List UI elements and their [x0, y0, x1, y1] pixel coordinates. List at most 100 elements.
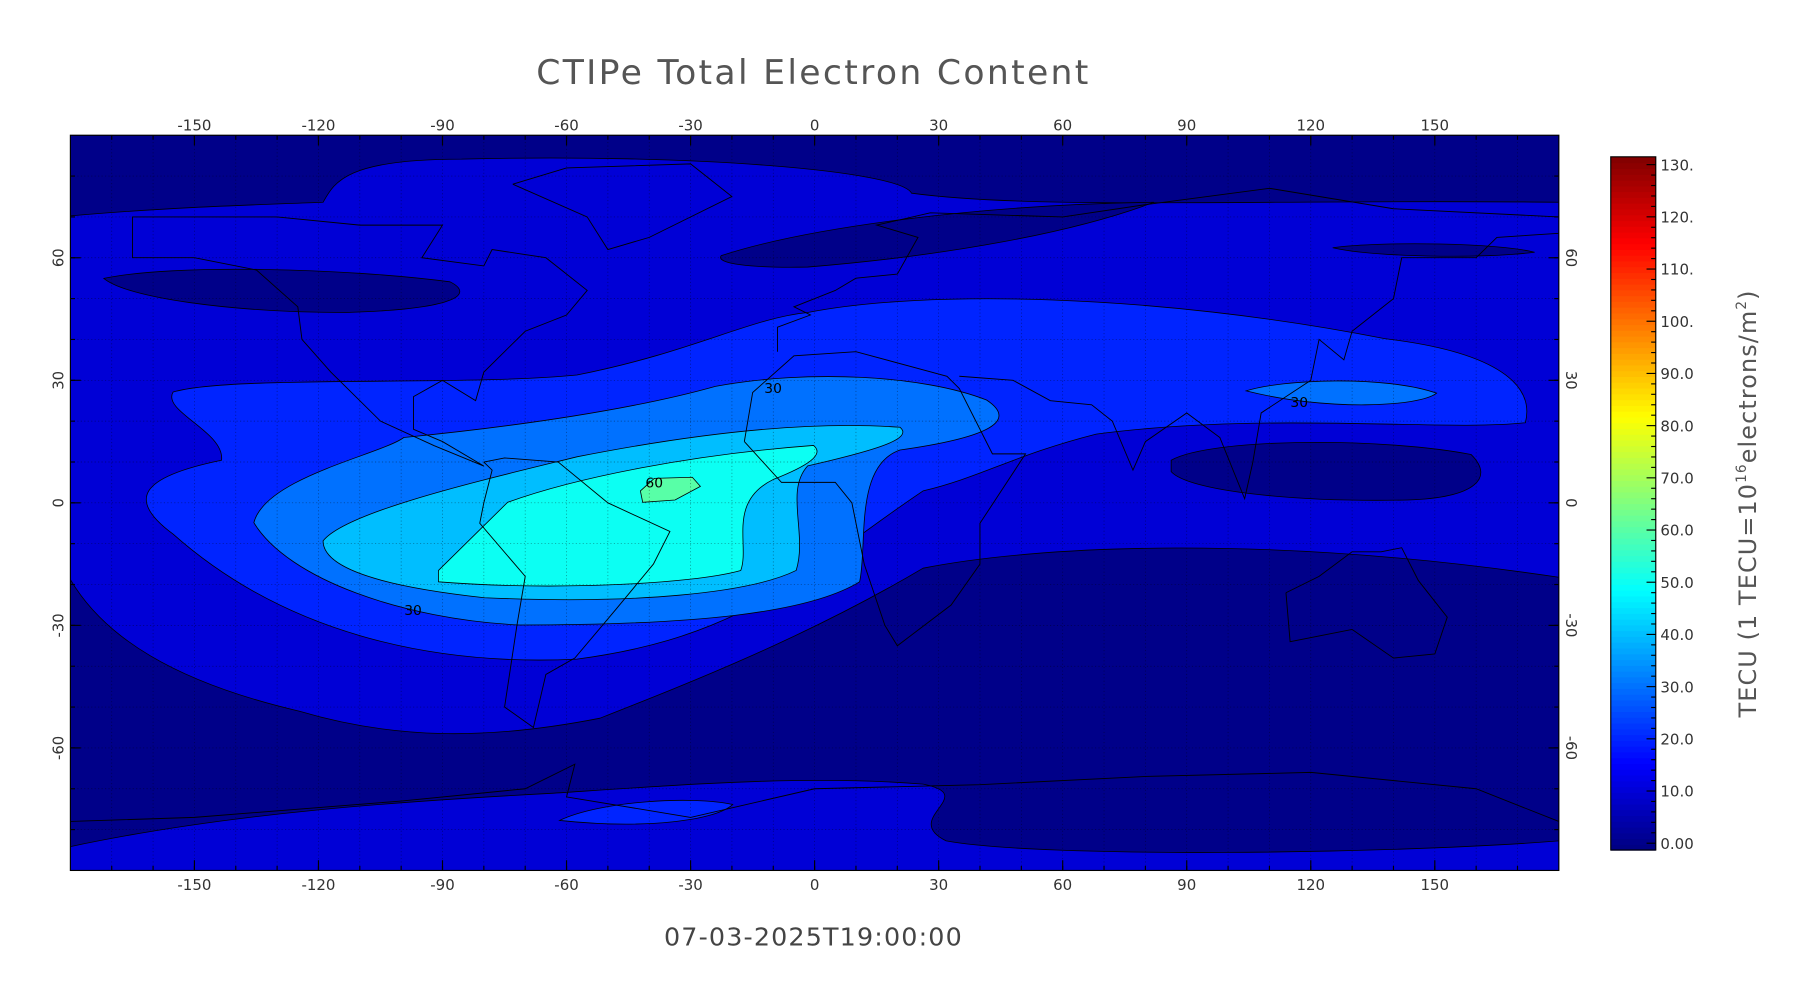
colorbar-cell [1610, 509, 1656, 516]
x-tick-label: 150 [1420, 876, 1449, 894]
colorbar-cell [1610, 746, 1656, 753]
colorbar-cell [1610, 601, 1656, 609]
colorbar-cell [1610, 237, 1656, 245]
coastline [479, 457, 671, 729]
colorbar-cell [1610, 769, 1656, 776]
y-tick-label: 60 [49, 248, 67, 267]
contour-region [720, 201, 1154, 268]
colorbar-cell [1610, 821, 1656, 828]
colorbar-cell [1610, 174, 1656, 181]
colorbar-cell [1610, 156, 1656, 164]
colorbar-cell [1610, 561, 1656, 568]
x-tick-label: -120 [301, 117, 335, 135]
x-tick-label: 30 [929, 876, 948, 894]
colorbar-cell [1610, 422, 1656, 429]
colorbar-tick-label: 60.0 [1660, 522, 1693, 540]
colorbar-cell [1610, 330, 1656, 337]
colorbar-label-sup: 2 [1734, 300, 1750, 310]
coastline [959, 232, 1559, 501]
colorbar-cell [1610, 757, 1656, 765]
colorbar-cell [1610, 387, 1656, 395]
colorbar-cell [1610, 538, 1656, 545]
colorbar-cell [1610, 474, 1656, 481]
colorbar-cell [1610, 792, 1656, 799]
x-tick-label: -120 [301, 876, 335, 894]
colorbar-cell [1610, 428, 1656, 435]
x-tick-label: -60 [554, 117, 578, 135]
colorbar-cell [1610, 844, 1656, 851]
colorbar-cell [1610, 780, 1656, 788]
y-tick-label: 30 [49, 371, 67, 390]
colorbar-cell [1610, 249, 1656, 256]
colorbar-cell [1610, 815, 1656, 822]
x-tick-label: -150 [177, 117, 211, 135]
colorbar-cell [1610, 566, 1656, 574]
colorbar-cell [1610, 341, 1656, 349]
x-tick-label: 90 [1177, 117, 1196, 135]
colorbar-cell [1610, 393, 1656, 401]
contour-label: 30 [404, 603, 422, 619]
colorbar-tick-label: 130. [1660, 156, 1693, 174]
colorbar-cell [1610, 364, 1656, 372]
colorbar-cell [1610, 208, 1656, 216]
contour-region [102, 268, 460, 313]
colorbar-cell [1610, 838, 1656, 845]
colorbar-cell [1610, 711, 1656, 718]
colorbar-tick-label: 80.0 [1660, 417, 1693, 435]
colorbar-cell [1610, 503, 1656, 510]
colorbar-cell [1610, 514, 1656, 522]
colorbar-tick-label: 30.0 [1660, 678, 1693, 696]
colorbar-cell [1610, 826, 1656, 834]
colorbar-cell [1610, 642, 1656, 649]
colorbar-cell [1610, 405, 1656, 412]
colorbar-tick-label: 40.0 [1660, 626, 1693, 644]
colorbar-cell [1610, 462, 1656, 470]
colorbar-tick-label: 20.0 [1660, 731, 1693, 749]
coastline [70, 763, 1559, 822]
colorbar-cell [1610, 676, 1656, 684]
colorbar-cell [1610, 705, 1656, 713]
contour-region [438, 445, 818, 587]
colorbar-cell [1610, 543, 1656, 551]
colorbar-cell [1610, 307, 1656, 314]
colorbar-cell [1610, 526, 1656, 533]
colorbar-cell [1610, 532, 1656, 539]
colorbar-cell [1610, 226, 1656, 233]
coastline [1285, 547, 1448, 659]
colorbar-cell [1610, 295, 1656, 302]
contour-region [558, 799, 734, 825]
contour-label: 30 [764, 381, 782, 397]
colorbar-cell [1610, 278, 1656, 285]
coastline [743, 351, 1027, 647]
colorbar-cell [1610, 717, 1656, 724]
colorbar-cell [1610, 231, 1656, 239]
contour-label: 30 [1290, 395, 1308, 411]
colorbar-cell [1610, 272, 1656, 279]
colorbar-tick-label: 10.0 [1660, 783, 1693, 801]
coastline [776, 187, 1559, 352]
colorbar-cell [1610, 410, 1656, 418]
colorbar-tick-label: 0.00 [1660, 835, 1693, 853]
colorbar-cell [1610, 682, 1656, 689]
y-tick-label: 0 [1562, 498, 1580, 507]
colorbar-cell [1610, 220, 1656, 227]
colorbar-cell [1610, 584, 1656, 591]
coastline [512, 163, 733, 251]
colorbar-cell [1610, 486, 1656, 493]
colorbar-cell [1610, 203, 1656, 210]
x-tick-label: 150 [1420, 117, 1449, 135]
x-tick-label: 30 [929, 117, 948, 135]
colorbar-cell [1610, 595, 1656, 603]
x-tick-label: 120 [1296, 117, 1325, 135]
colorbar-cell [1610, 382, 1656, 389]
colorbar-cell [1610, 809, 1656, 817]
colorbar-cell [1610, 439, 1656, 447]
colorbar-cell [1610, 618, 1656, 626]
colorbar-cell [1610, 255, 1656, 262]
colorbar-cell [1610, 168, 1656, 175]
colorbar-cell [1610, 699, 1656, 707]
colorbar-cell [1610, 266, 1656, 274]
contour-region [1170, 442, 1482, 501]
colorbar-label-sup: 16 [1734, 463, 1750, 483]
